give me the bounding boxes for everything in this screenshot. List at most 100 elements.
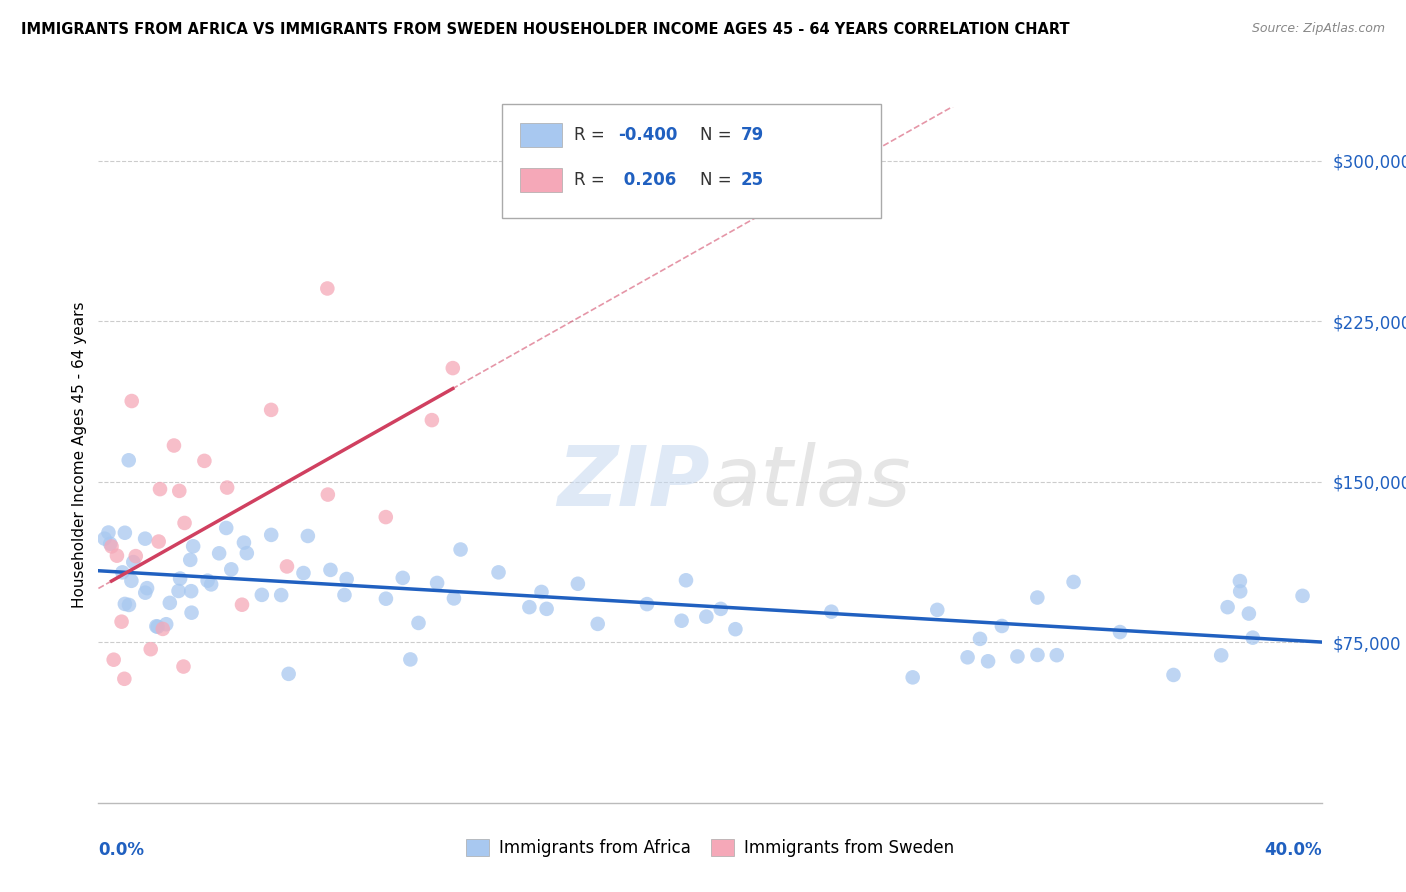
Point <box>519 600 541 615</box>
Point <box>200 577 222 591</box>
Point <box>146 620 169 634</box>
Point <box>901 670 924 684</box>
Point <box>1026 648 1049 662</box>
FancyBboxPatch shape <box>502 103 882 219</box>
Point <box>136 581 159 595</box>
Point <box>111 566 134 580</box>
Point <box>977 654 1000 668</box>
Point <box>1109 625 1132 640</box>
Point <box>1063 574 1085 589</box>
Point <box>118 598 141 612</box>
Point <box>260 528 283 542</box>
Text: 0.206: 0.206 <box>619 171 676 189</box>
Point <box>724 622 747 636</box>
Point <box>336 572 359 586</box>
Point <box>567 576 589 591</box>
Point <box>820 605 842 619</box>
Point <box>671 614 693 628</box>
Text: R =: R = <box>574 126 610 144</box>
Point <box>149 482 172 496</box>
Point <box>163 438 186 452</box>
Point <box>420 413 443 427</box>
Point <box>260 403 283 417</box>
Text: atlas: atlas <box>710 442 911 524</box>
Text: ZIP: ZIP <box>557 442 710 524</box>
Point <box>488 566 510 580</box>
Point <box>148 534 170 549</box>
Point <box>208 546 231 560</box>
Point <box>536 602 558 616</box>
Point <box>1229 584 1251 599</box>
Text: Source: ZipAtlas.com: Source: ZipAtlas.com <box>1251 22 1385 36</box>
Point <box>956 650 979 665</box>
Point <box>991 619 1014 633</box>
Point <box>441 361 464 376</box>
Point <box>181 539 204 553</box>
Point <box>193 454 215 468</box>
Point <box>586 616 609 631</box>
Point <box>232 535 254 549</box>
Point <box>231 598 253 612</box>
Point <box>927 603 949 617</box>
Point <box>152 622 174 636</box>
Point <box>1291 589 1313 603</box>
Point <box>103 653 125 667</box>
FancyBboxPatch shape <box>520 123 562 146</box>
Point <box>374 510 396 524</box>
Point <box>276 559 298 574</box>
Legend: Immigrants from Africa, Immigrants from Sweden: Immigrants from Africa, Immigrants from … <box>458 832 962 864</box>
Point <box>292 566 315 580</box>
Point <box>1241 631 1264 645</box>
Text: -0.400: -0.400 <box>619 126 678 144</box>
Point <box>120 574 142 588</box>
Y-axis label: Householder Income Ages 45 - 64 years: Householder Income Ages 45 - 64 years <box>72 301 87 608</box>
Point <box>97 525 120 540</box>
Point <box>236 546 259 560</box>
Point <box>159 596 181 610</box>
Point <box>1237 607 1260 621</box>
Point <box>121 394 143 409</box>
Point <box>110 615 132 629</box>
Point <box>139 642 162 657</box>
Point <box>1216 600 1239 615</box>
Point <box>1026 591 1049 605</box>
Point <box>1163 668 1185 682</box>
Point <box>270 588 292 602</box>
Point <box>219 562 242 576</box>
Point <box>636 597 658 611</box>
Point <box>277 666 299 681</box>
Point <box>98 537 121 551</box>
Text: 79: 79 <box>741 126 763 144</box>
Point <box>100 540 122 554</box>
Point <box>426 576 449 591</box>
Text: IMMIGRANTS FROM AFRICA VS IMMIGRANTS FROM SWEDEN HOUSEHOLDER INCOME AGES 45 - 64: IMMIGRANTS FROM AFRICA VS IMMIGRANTS FRO… <box>21 22 1070 37</box>
Point <box>399 652 422 666</box>
Point <box>250 588 273 602</box>
Point <box>180 584 202 599</box>
Point <box>408 615 430 630</box>
Text: N =: N = <box>700 171 737 189</box>
Point <box>118 453 141 467</box>
Point <box>710 602 733 616</box>
Point <box>675 574 697 588</box>
Point <box>297 529 319 543</box>
Point <box>374 591 396 606</box>
Point <box>1229 574 1251 588</box>
Point <box>443 591 465 606</box>
Point <box>319 563 342 577</box>
Point <box>125 549 148 563</box>
Point <box>695 609 717 624</box>
Point <box>450 542 472 557</box>
Point <box>333 588 356 602</box>
Point <box>169 572 191 586</box>
Point <box>145 619 167 633</box>
Text: 0.0%: 0.0% <box>98 841 145 859</box>
Point <box>122 555 145 569</box>
Text: 25: 25 <box>741 171 763 189</box>
Point <box>197 574 219 588</box>
Point <box>173 659 195 673</box>
Point <box>112 672 135 686</box>
Text: 40.0%: 40.0% <box>1264 841 1322 859</box>
FancyBboxPatch shape <box>520 169 562 192</box>
Point <box>316 487 339 501</box>
